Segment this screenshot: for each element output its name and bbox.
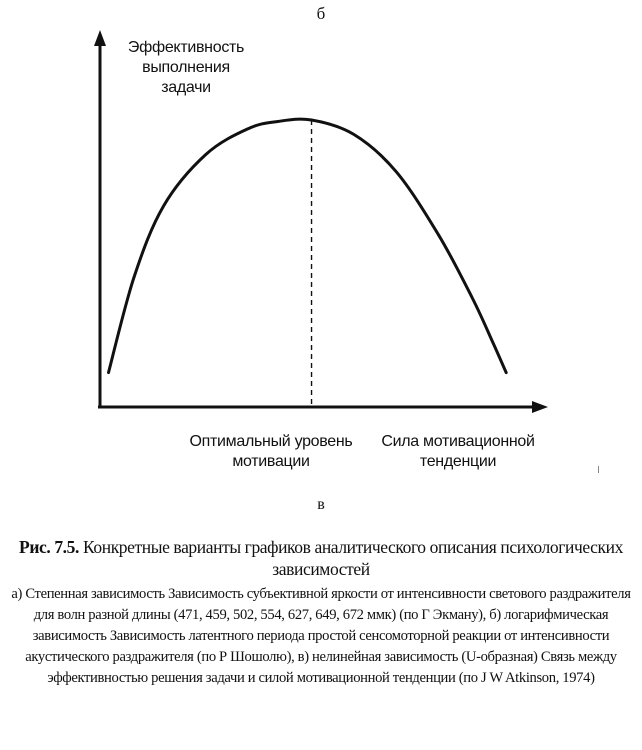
motivation-chart — [94, 30, 548, 413]
y-axis — [94, 30, 106, 408]
caption-title-text: Конкретные варианты графиков аналитическ… — [82, 537, 623, 579]
panel-letter-bottom: в — [317, 496, 325, 513]
figure-caption: Рис. 7.5. Конкретные варианты графиков а… — [2, 536, 640, 689]
x-axis-arrow-icon — [532, 401, 548, 413]
series-line-u-curve — [107, 117, 508, 375]
caption-body: а) Степенная зависимость Зависимость суб… — [11, 586, 631, 686]
y-axis-label: Эффективность выполнения задачи — [127, 39, 245, 96]
caption-title: Рис. 7.5. Конкретные варианты графиков а… — [2, 536, 640, 580]
figure-label: Рис. 7.5. — [19, 537, 79, 557]
y-axis-arrow-icon — [94, 30, 106, 46]
x-axis-label: Сила мотивационной тенденции — [381, 433, 535, 470]
x-axis — [98, 401, 548, 413]
optimum-label: Оптимальный уровень мотивации — [189, 433, 353, 470]
stray-mark — [598, 466, 599, 473]
panel-letter-top: б — [316, 4, 326, 23]
